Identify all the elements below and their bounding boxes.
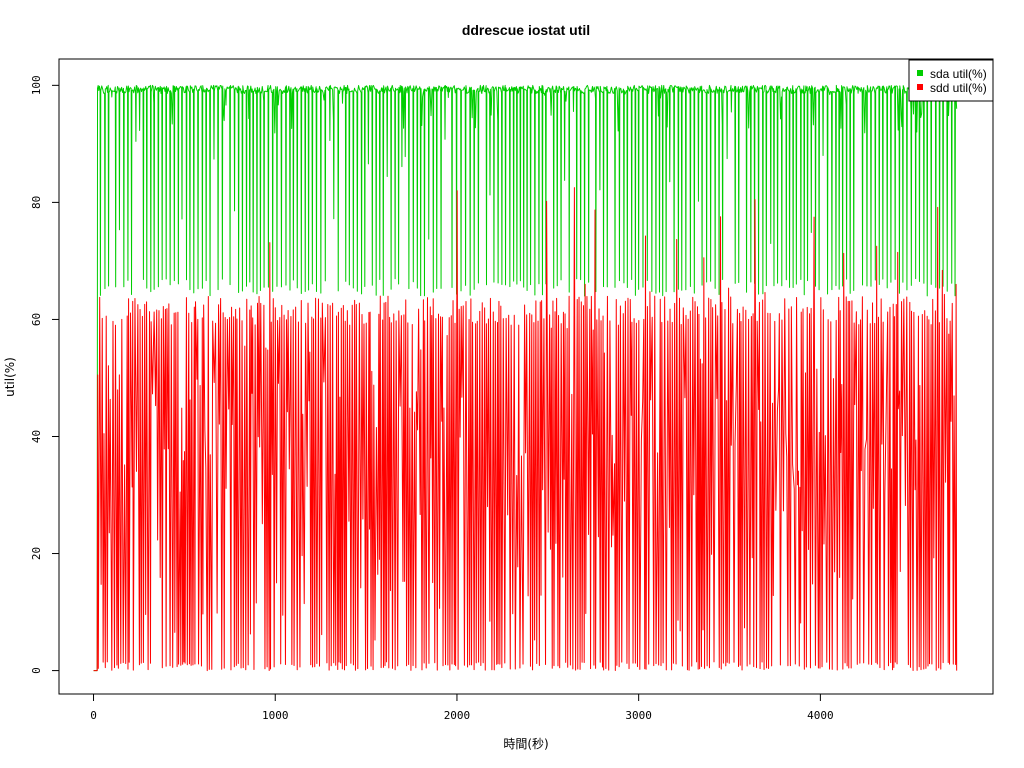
legend-label-sdd: sdd util(%)	[930, 81, 987, 95]
x-axis: 0 1000 2000 3000 4000	[90, 693, 834, 722]
legend-label-sda: sda util(%)	[930, 67, 987, 81]
x-tick-label: 3000	[625, 709, 652, 722]
y-axis-label: util(%)	[3, 357, 17, 397]
y-tick-label: 80	[30, 196, 43, 209]
y-axis: 0 20 40 60 80 100	[30, 75, 60, 674]
series-layer	[93, 84, 958, 672]
series-line-sda	[93, 84, 958, 672]
y-tick-label: 0	[30, 667, 43, 674]
series-line-sdd	[93, 187, 958, 672]
x-tick-label: 4000	[807, 709, 834, 722]
y-tick-label: 40	[30, 430, 43, 443]
y-tick-label: 60	[30, 313, 43, 326]
legend: sda util(%) sdd util(%)	[908, 59, 994, 102]
x-tick-label: 2000	[444, 709, 471, 722]
x-axis-label: 時間(秒)	[503, 737, 548, 751]
legend-box	[908, 59, 994, 102]
chart-title: ddrescue iostat util	[462, 22, 590, 38]
x-tick-label: 1000	[262, 709, 289, 722]
plot-area	[93, 84, 958, 672]
legend-swatch-sdd	[917, 84, 923, 90]
x-tick-label: 0	[90, 709, 97, 722]
y-tick-label: 100	[30, 75, 43, 95]
y-tick-label: 20	[30, 547, 43, 560]
legend-swatch-sda	[917, 70, 923, 76]
